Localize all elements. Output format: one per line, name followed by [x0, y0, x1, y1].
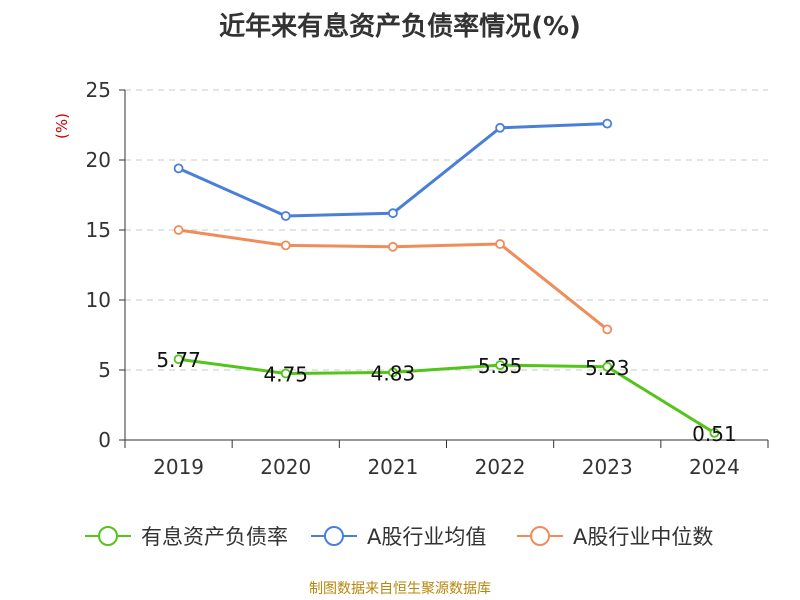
legend-item[interactable]: A股行业中位数: [517, 525, 713, 549]
data-label: 5.23: [585, 356, 630, 380]
y-tick-label: 15: [86, 218, 111, 242]
y-tick-label: 5: [98, 358, 111, 382]
data-point: [602, 361, 613, 372]
data-point: [280, 240, 291, 251]
x-tick-label: 2021: [367, 455, 418, 479]
legend-item[interactable]: A股行业均值: [311, 525, 486, 549]
data-point: [495, 239, 505, 249]
x-tick-label: 2020: [260, 455, 311, 479]
chart-title: 近年来有息资产负债率情况(%): [219, 12, 581, 42]
y-tick-label: 10: [86, 288, 111, 312]
y-axis-label: (%): [53, 113, 71, 139]
data-point: [388, 208, 398, 219]
legend-label: 有息资产负债率: [141, 525, 288, 549]
data-point: [280, 368, 291, 379]
data-point: [602, 324, 613, 335]
data-label: 0.51: [692, 422, 737, 446]
data-point: [388, 367, 398, 378]
data-point: [173, 163, 184, 174]
data-point: [388, 241, 398, 252]
x-tick-label: 2019: [153, 455, 204, 479]
legend-marker: [98, 526, 118, 546]
legend-marker: [324, 526, 344, 546]
y-tick-label: 25: [86, 78, 111, 102]
data-point: [173, 354, 184, 365]
data-point: [495, 360, 505, 371]
series-line: [177, 122, 608, 218]
x-tick-label: 2024: [689, 455, 740, 479]
legend-marker: [530, 526, 550, 546]
data-point: [280, 211, 291, 221]
legend-label: A股行业均值: [367, 525, 486, 549]
data-label: 4.83: [371, 361, 416, 385]
y-tick-label: 20: [86, 148, 111, 172]
series-line: [178, 357, 716, 435]
legend-label: A股行业中位数: [573, 525, 713, 549]
x-tick-label: 2022: [475, 455, 526, 479]
source-note: 制图数据来自恒生聚源数据库: [309, 581, 491, 597]
x-tick-label: 2023: [582, 455, 633, 479]
data-point: [495, 122, 505, 133]
legend-item[interactable]: 有息资产负债率: [85, 525, 288, 549]
axes: 0 5 10 15 20 25 (%) 2019 2020 2021 2022 2023 2024: [53, 78, 769, 479]
legend[interactable]: 有息资产负债率 A股行业均值 A股行业中位数: [85, 525, 713, 549]
data-label: 4.75: [263, 363, 308, 387]
data-point: [709, 427, 720, 438]
data-label: 5.35: [478, 354, 523, 378]
data-label: 5.77: [156, 348, 201, 372]
data-labels: 5.77 4.75 4.83 5.35 5.23 0.51: [156, 348, 736, 446]
data-point: [602, 118, 613, 129]
series-lines: [173, 118, 720, 438]
data-point: [173, 225, 184, 235]
y-tick-label: 0: [98, 428, 111, 452]
grid-lines: [125, 89, 768, 371]
